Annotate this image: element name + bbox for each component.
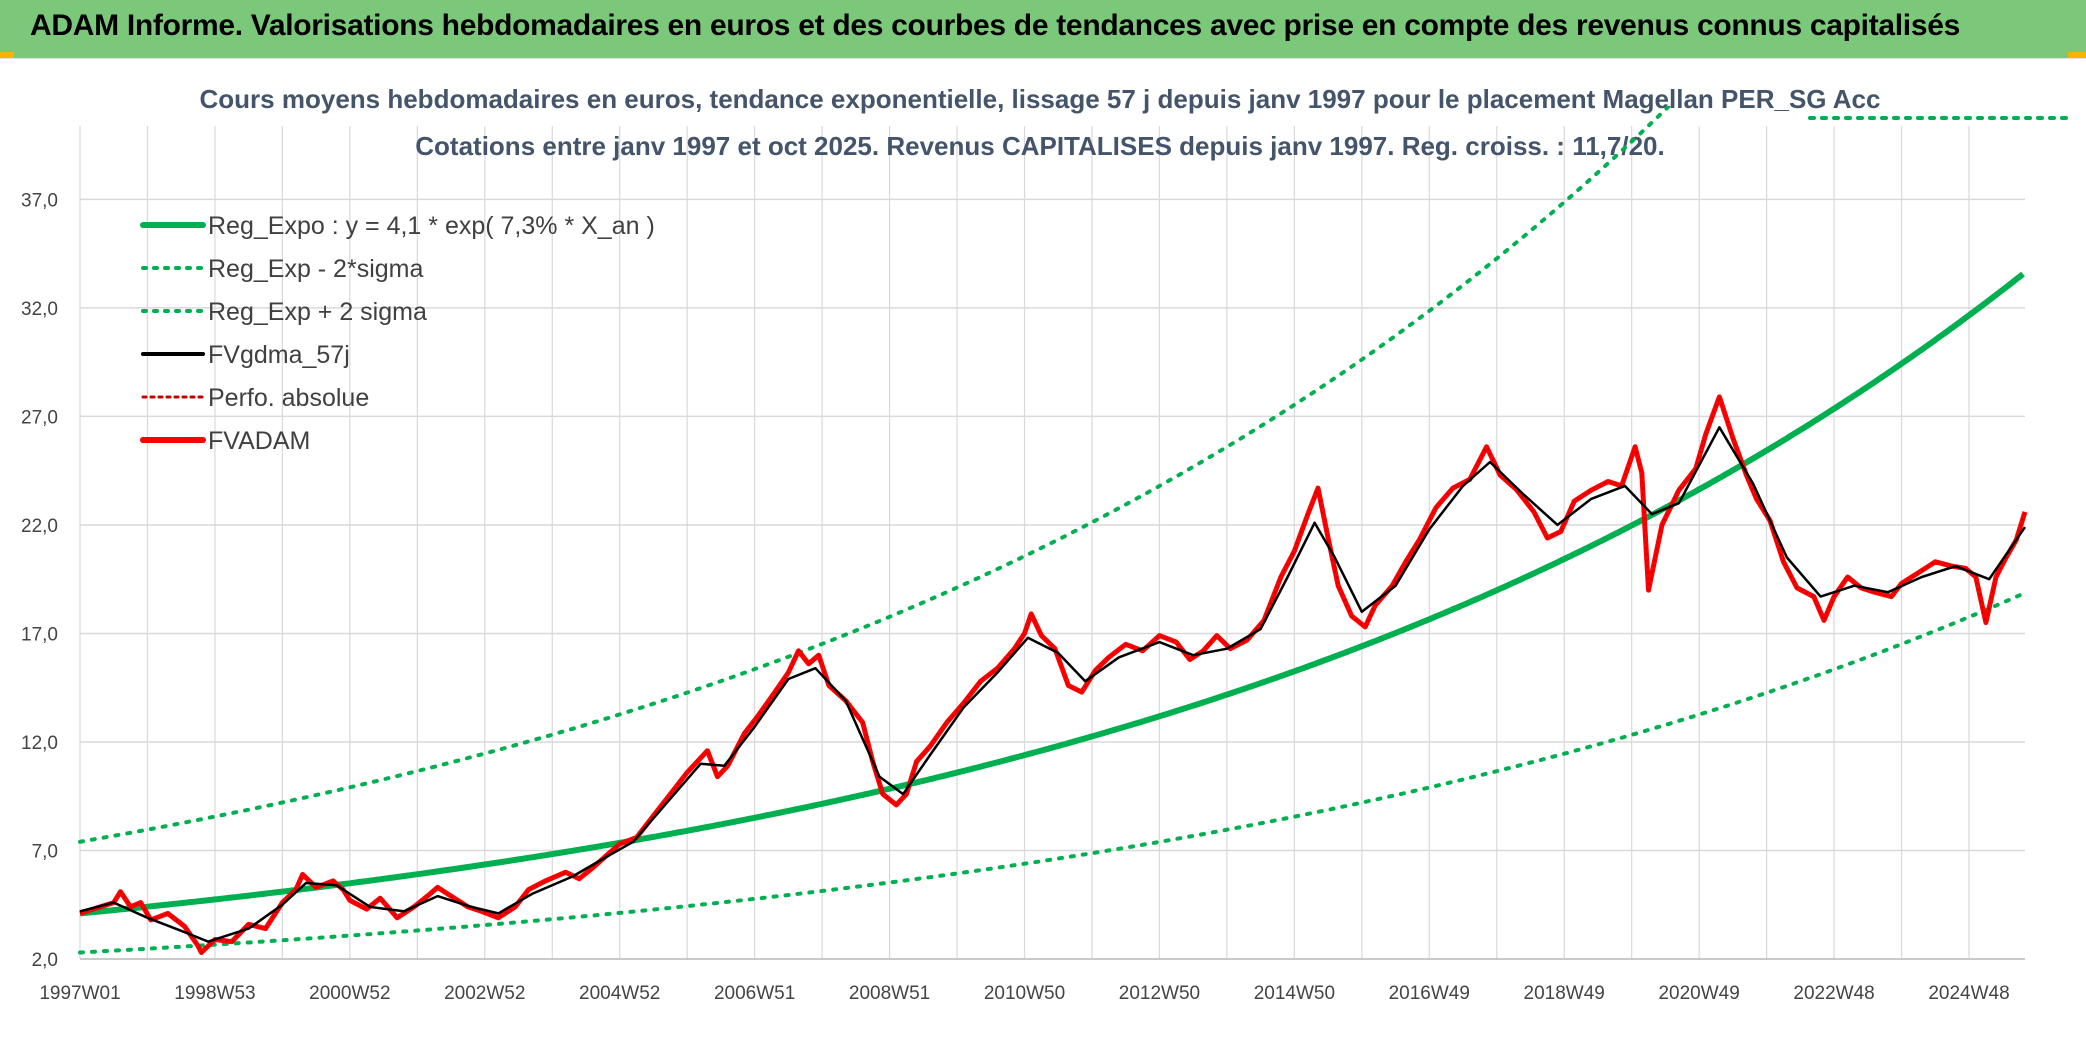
x-tick-label: 2014W50 [1254,983,1335,1004]
series-perfo-absolue [79,394,2026,954]
grid [79,126,2025,960]
legend-label: Reg_Exp + 2 sigma [208,298,427,326]
x-tick-label: 2018W49 [1524,983,1605,1004]
x-tick-label: 2002W52 [444,983,525,1004]
x-tick-label: 1997W01 [39,983,120,1004]
plot-area [78,106,2028,955]
x-tick-label: 2016W49 [1389,983,1470,1004]
chart: Cours moyens hebdomadaires en euros, ten… [21,84,2068,1004]
chart-frame: Cours moyens hebdomadaires en euros, ten… [0,58,2086,1038]
y-tick-label: 2,0 [32,950,58,971]
x-tick-label: 2008W51 [849,983,930,1004]
y-tick-label: 27,0 [21,407,58,428]
x-tick-label: 2020W49 [1658,983,1739,1004]
x-tick-label: 2010W50 [984,983,1065,1004]
x-axis: 1997W01 1998W53 2000W52 2002W52 2004W52 2006W… [39,983,2009,1004]
legend-label: FVADAM [208,427,310,455]
y-axis: 2,0 7,0 12,0 17,0 22,0 27,0 32,0 37,0 [21,190,58,971]
header-bar: ADAM Informe. Valorisations hebdomadaire… [0,0,2086,58]
x-tick-label: 2024W48 [1928,983,2009,1004]
x-tick-label: 2022W48 [1793,983,1874,1004]
corner-mark-right [2068,52,2086,58]
page-title: ADAM Informe. Valorisations hebdomadaire… [30,9,1961,42]
legend-label: Perfo. absolue [208,384,369,412]
series-reg-expo [79,271,2025,917]
y-tick-label: 17,0 [21,624,58,645]
legend: Reg_Expo : y = 4,1 * exp( 7,3% * X_an ) R… [140,212,655,455]
x-tick-label: 2012W50 [1119,983,1200,1004]
legend-label: Reg_Expo : y = 4,1 * exp( 7,3% * X_an ) [208,212,655,240]
legend-label: Reg_Exp - 2*sigma [208,255,423,283]
x-tick-label: 1998W53 [174,983,255,1004]
series-fvadam [79,394,2028,955]
chart-title-line1: Cours moyens hebdomadaires en euros, ten… [200,84,1881,114]
y-tick-label: 37,0 [21,190,58,211]
legend-label: FVgdma_57j [208,341,350,369]
series-reg-exp-plus-2sigma [78,106,1672,844]
series-fvgdma-57j [79,426,2027,943]
series-reg-exp-minus-2sigma [78,591,2025,955]
y-tick-label: 22,0 [21,516,58,537]
y-tick-label: 12,0 [21,733,58,754]
corner-mark-left [0,52,14,58]
x-tick-label: 2004W52 [579,983,660,1004]
chart-title-line2: Cotations entre janv 1997 et oct 2025. R… [415,131,1664,161]
x-tick-label: 2006W51 [714,983,795,1004]
y-tick-label: 7,0 [32,841,58,862]
y-tick-label: 32,0 [21,299,58,320]
x-tick-label: 2000W52 [309,983,390,1004]
